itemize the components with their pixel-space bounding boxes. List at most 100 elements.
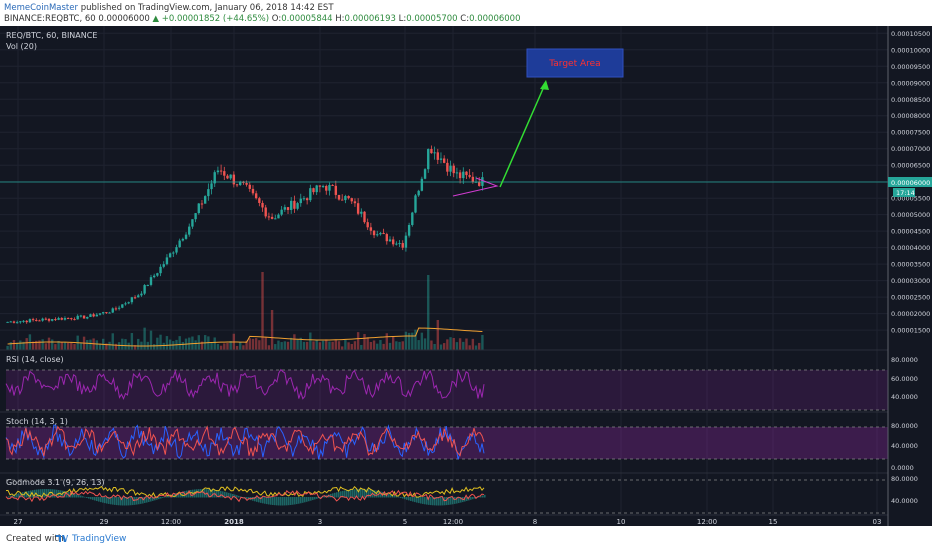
- godmode-hist-bar: [288, 497, 290, 506]
- volume-bar: [178, 336, 181, 350]
- godmode-hist-bar: [482, 495, 484, 498]
- high-value: 0.00006193: [344, 14, 396, 24]
- candle-body: [149, 277, 153, 285]
- volume-ma-line: [7, 327, 483, 347]
- chart-area[interactable]: Target Area 0.00010500 0.00010000 0.000095…: [0, 26, 932, 526]
- godmode-hist-bar: [120, 497, 122, 506]
- godmode-hist-bar: [116, 497, 118, 506]
- godmode-hist-bar: [354, 489, 356, 498]
- candle-body: [305, 198, 309, 201]
- tradingview-logo-icon: [56, 535, 68, 542]
- candle-body: [312, 188, 315, 193]
- candle-body: [63, 318, 67, 320]
- godmode-hist-bar: [456, 497, 458, 504]
- godmode-hist-bar: [320, 497, 322, 498]
- candle-body: [98, 313, 102, 315]
- candle-body: [423, 169, 427, 179]
- godmode-hist-bar: [342, 490, 344, 498]
- target-area-box[interactable]: [526, 48, 624, 78]
- godmode-hist-bar: [450, 497, 452, 505]
- godmode-hist-bar: [84, 496, 86, 498]
- volume-bar: [200, 341, 204, 350]
- candle-body: [6, 321, 9, 323]
- godmode-hist-bar: [88, 497, 90, 499]
- godmode-hist-bar: [414, 497, 416, 503]
- volume-bar: [162, 342, 165, 350]
- candle-body: [407, 224, 411, 236]
- volume-bar: [341, 346, 344, 350]
- godmode-hist-bar: [422, 497, 424, 504]
- volume-bar: [363, 334, 366, 350]
- volume-bar: [226, 342, 229, 350]
- godmode-hist-bar: [290, 497, 292, 505]
- godmode-hist-bar: [338, 491, 340, 498]
- volume-bar: [229, 341, 232, 350]
- volume-bar: [420, 332, 424, 350]
- godmode-hist-bar: [126, 497, 128, 506]
- price-axis-label: 0.00003000: [891, 277, 930, 285]
- godmode-hist-bar: [390, 494, 392, 498]
- countdown-text: 17:14: [896, 189, 915, 197]
- volume-bar: [277, 340, 280, 350]
- godmode-hist-bar: [142, 497, 144, 504]
- godmode-hist-bar: [340, 491, 342, 498]
- candle-body: [79, 315, 83, 317]
- godmode-hist-bar: [146, 497, 148, 503]
- volume-bar: [133, 345, 137, 350]
- volume-bar: [41, 339, 44, 350]
- volume-bar: [309, 332, 312, 350]
- volume-bar: [54, 344, 57, 350]
- tradingview-brand[interactable]: TradingView: [72, 534, 127, 544]
- chart-svg[interactable]: Target Area 0.00010500 0.00010000 0.000095…: [0, 26, 932, 526]
- candle-body: [302, 198, 306, 200]
- candle-body: [462, 171, 465, 179]
- close-value: 0.00006000: [469, 14, 521, 24]
- candle-body: [86, 316, 89, 319]
- stoch-axis-label: 0.0000: [891, 464, 914, 472]
- godmode-hist-bar: [154, 497, 156, 501]
- godmode-hist-bar: [448, 497, 450, 505]
- godmode-hist-bar: [360, 489, 362, 498]
- volume-bar: [25, 338, 28, 350]
- candle-body: [315, 185, 318, 193]
- candle-body: [207, 189, 210, 197]
- volume-bar: [401, 341, 404, 350]
- candle-body: [296, 203, 299, 209]
- godmode-hist-bar: [178, 492, 180, 498]
- godmode-hist-bar: [12, 495, 14, 498]
- godmode-hist-bar: [232, 493, 234, 498]
- godmode-hist-bar: [82, 496, 84, 498]
- candle-body: [264, 207, 267, 217]
- volume-bar: [267, 345, 271, 350]
- godmode-hist-bar: [112, 497, 114, 505]
- footer: Created with TradingView: [0, 526, 932, 550]
- volume-bar: [465, 338, 468, 350]
- volume-bar: [124, 339, 127, 350]
- triangle-pattern: [452, 177, 499, 197]
- godmode-hist-bar: [252, 497, 254, 501]
- volume-bar: [210, 342, 213, 350]
- godmode-hist-bar: [140, 497, 142, 504]
- godmode-line-b: [5, 489, 485, 503]
- volume-bar: [328, 341, 331, 350]
- volume-bar: [207, 336, 210, 350]
- volume-bar: [121, 338, 124, 350]
- candle-body: [191, 219, 194, 227]
- candle-body: [455, 172, 459, 174]
- volume-bar: [248, 338, 251, 350]
- volume-bar: [296, 339, 299, 350]
- godmode-hist-bar: [322, 496, 324, 498]
- time-axis-label: 2018: [224, 518, 244, 526]
- godmode-hist-bar: [156, 497, 158, 500]
- godmode-hist-bar: [38, 489, 40, 498]
- volume-bar: [66, 342, 70, 350]
- godmode-hist-bar: [404, 497, 406, 500]
- godmode-hist-bar: [78, 494, 80, 498]
- candle-body: [162, 264, 165, 267]
- volume-bar: [436, 320, 439, 350]
- volume-bar: [258, 340, 261, 350]
- godmode-hist-bar: [346, 490, 348, 498]
- godmode-hist-bar: [376, 490, 378, 498]
- volume-bar: [312, 341, 315, 350]
- author-link[interactable]: MemeCoinMaster: [4, 3, 78, 13]
